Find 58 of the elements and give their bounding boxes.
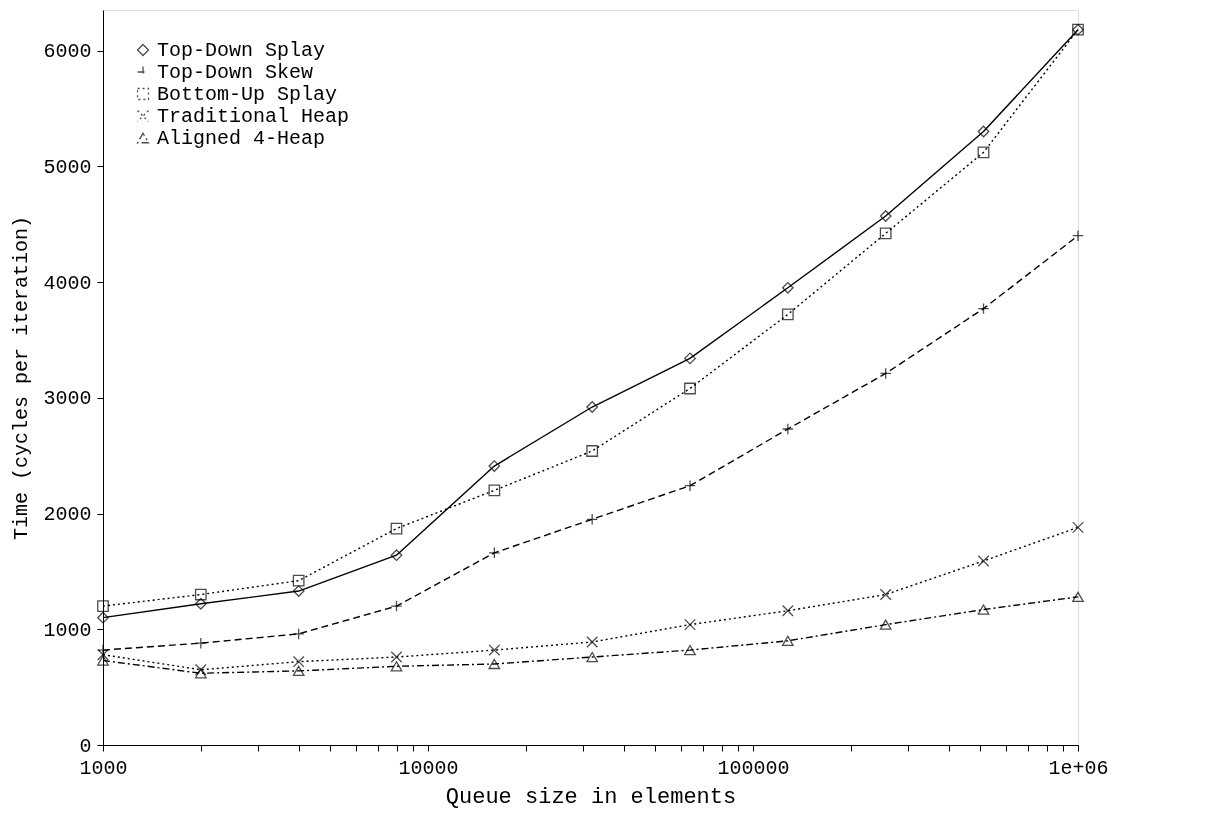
y-tick-label: 1000 xyxy=(43,618,92,642)
x-tick-label: 1000 xyxy=(79,756,128,780)
point xyxy=(977,604,990,615)
point xyxy=(292,665,305,677)
point xyxy=(586,445,599,457)
y-tick-label: 3000 xyxy=(43,387,92,411)
point xyxy=(586,401,599,413)
point xyxy=(194,663,207,676)
point xyxy=(781,308,794,321)
point xyxy=(194,597,207,610)
y-tick-label: 4000 xyxy=(43,271,92,295)
point xyxy=(390,661,403,672)
point xyxy=(488,658,501,670)
y-axis-title: Time (cycles per iteration) xyxy=(10,215,34,541)
point xyxy=(97,648,109,661)
point xyxy=(390,651,403,663)
point xyxy=(879,227,892,240)
point xyxy=(292,585,305,597)
legend-label: Traditional Heap xyxy=(157,105,350,128)
point xyxy=(292,655,305,668)
point xyxy=(879,588,892,601)
legend-label: Bottom-Up Splay xyxy=(157,83,338,106)
point xyxy=(97,600,109,612)
point xyxy=(977,125,990,138)
y-tick-label: 2000 xyxy=(43,503,92,526)
point xyxy=(488,460,501,472)
point xyxy=(586,651,599,663)
point xyxy=(781,281,794,294)
point xyxy=(390,549,403,562)
point xyxy=(97,611,109,624)
y-tick-label: 5000 xyxy=(43,155,92,179)
point xyxy=(292,574,305,587)
point xyxy=(977,146,990,159)
x-axis-title: Queue size in elements xyxy=(445,784,737,810)
point xyxy=(879,210,892,222)
x-tick-label: 10000 xyxy=(398,756,459,780)
point xyxy=(684,644,696,656)
point xyxy=(781,635,794,647)
legend-label: Top-Down Skew xyxy=(157,61,314,84)
y-tick-label: 0 xyxy=(79,734,92,758)
point xyxy=(390,522,403,535)
point xyxy=(97,655,109,666)
point xyxy=(684,382,696,395)
point xyxy=(977,555,990,567)
legend-label: Top-Down Splay xyxy=(157,39,326,62)
y-tick-label: 6000 xyxy=(43,40,92,64)
x-tick-label: 1e+06 xyxy=(1048,756,1109,780)
legend-label: Aligned 4-Heap xyxy=(157,127,326,150)
x-tick-label: 100000 xyxy=(717,756,790,780)
point xyxy=(781,604,794,617)
point xyxy=(684,352,696,365)
point xyxy=(586,636,599,648)
point xyxy=(488,484,501,497)
point xyxy=(488,644,501,656)
point xyxy=(194,588,207,601)
point xyxy=(684,618,696,631)
point xyxy=(879,619,892,630)
point xyxy=(194,668,207,679)
